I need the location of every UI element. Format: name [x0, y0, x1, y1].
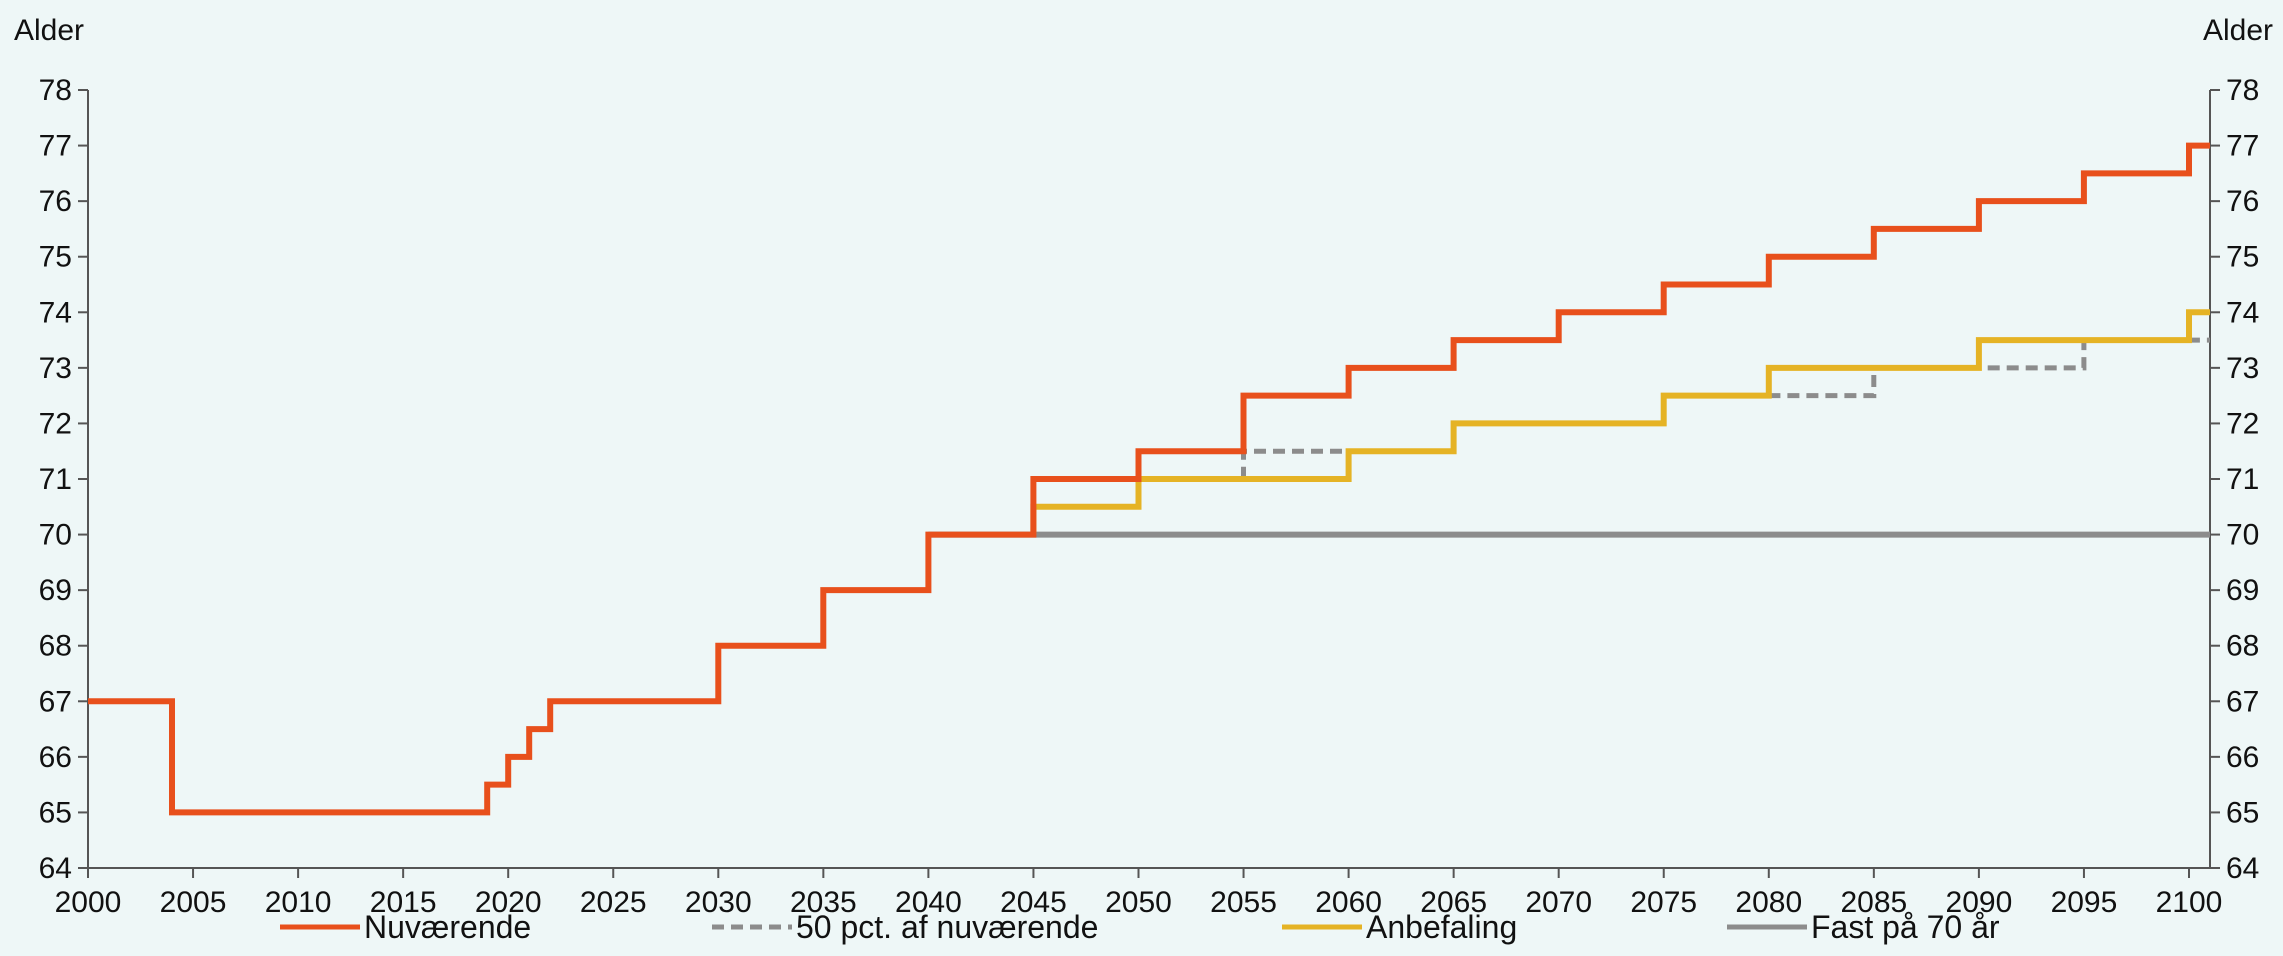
series-line-anbefaling: [1030, 309, 2210, 535]
series-lines: [88, 142, 2210, 816]
y-right-tick-label: 67: [2226, 685, 2259, 718]
axes: 64 64 65 65 66 66 67 67 68 68 69 69 70 70 71 71 72 72 73 73…: [39, 74, 2260, 919]
y-right-tick-label: 70: [2226, 519, 2259, 552]
y-right-tick-label: 65: [2226, 796, 2259, 829]
x-tick-label: 2015: [370, 886, 437, 919]
y-left-axis-title: Alder: [14, 14, 84, 47]
x-tick-label: 2070: [1525, 886, 1592, 919]
y-left-tick-label: 71: [39, 463, 72, 496]
legend: Nuværende 50 pct. af nuværende Anbefaling F…: [280, 909, 2000, 945]
x-tick-label: 2000: [55, 886, 122, 919]
y-right-tick-label: 76: [2226, 185, 2259, 218]
y-left-tick-label: 70: [39, 519, 72, 552]
x-tick-label: 2085: [1840, 886, 1907, 919]
x-tick-label: 2030: [685, 886, 752, 919]
y-left-tick-label: 74: [39, 296, 72, 329]
y-left-tick-label: 65: [39, 796, 72, 829]
y-left-tick-label: 73: [39, 352, 72, 385]
x-tick-label: 2080: [1735, 886, 1802, 919]
x-tick-label: 2065: [1420, 886, 1487, 919]
x-tick-label: 2035: [790, 886, 857, 919]
y-right-tick-label: 75: [2226, 241, 2259, 274]
y-left-tick-label: 66: [39, 741, 72, 774]
y-left-tick-label: 67: [39, 685, 72, 718]
y-right-tick-label: 64: [2226, 852, 2259, 885]
x-tick-label: 2050: [1105, 886, 1172, 919]
legend-label: 50 pct. af nuværende: [796, 909, 1098, 945]
y-right-tick-label: 66: [2226, 741, 2259, 774]
y-right-tick-label: 72: [2226, 407, 2259, 440]
y-right-axis-title: Alder: [2203, 14, 2273, 47]
y-right-tick-label: 69: [2226, 574, 2259, 607]
y-left-tick-label: 78: [39, 74, 72, 107]
y-right-tick-label: 74: [2226, 296, 2259, 329]
y-right-tick-label: 77: [2226, 130, 2259, 163]
legend-label: Fast på 70 år: [1811, 909, 2000, 945]
series-line-nuværende: [88, 142, 2210, 816]
x-tick-label: 2100: [2156, 886, 2223, 919]
y-left-tick-label: 76: [39, 185, 72, 218]
x-tick-label: 2005: [160, 886, 227, 919]
legend-label: Nuværende: [364, 909, 531, 945]
y-left-tick-label: 72: [39, 407, 72, 440]
x-tick-label: 2020: [475, 886, 542, 919]
y-left-tick-label: 69: [39, 574, 72, 607]
y-right-tick-label: 71: [2226, 463, 2259, 496]
y-right-tick-label: 78: [2226, 74, 2259, 107]
x-tick-label: 2040: [895, 886, 962, 919]
y-left-tick-label: 68: [39, 630, 72, 663]
x-tick-label: 2095: [2051, 886, 2118, 919]
y-left-tick-label: 64: [39, 852, 72, 885]
x-tick-label: 2090: [1946, 886, 2013, 919]
y-left-tick-label: 77: [39, 130, 72, 163]
x-tick-label: 2055: [1210, 886, 1277, 919]
x-tick-label: 2060: [1315, 886, 1382, 919]
x-tick-label: 2075: [1630, 886, 1697, 919]
y-left-tick-label: 75: [39, 241, 72, 274]
x-tick-label: 2045: [1000, 886, 1067, 919]
y-right-tick-label: 73: [2226, 352, 2259, 385]
legend-label: Anbefaling: [1366, 909, 1517, 945]
x-tick-label: 2010: [265, 886, 332, 919]
y-right-tick-label: 68: [2226, 630, 2259, 663]
x-tick-label: 2025: [580, 886, 647, 919]
